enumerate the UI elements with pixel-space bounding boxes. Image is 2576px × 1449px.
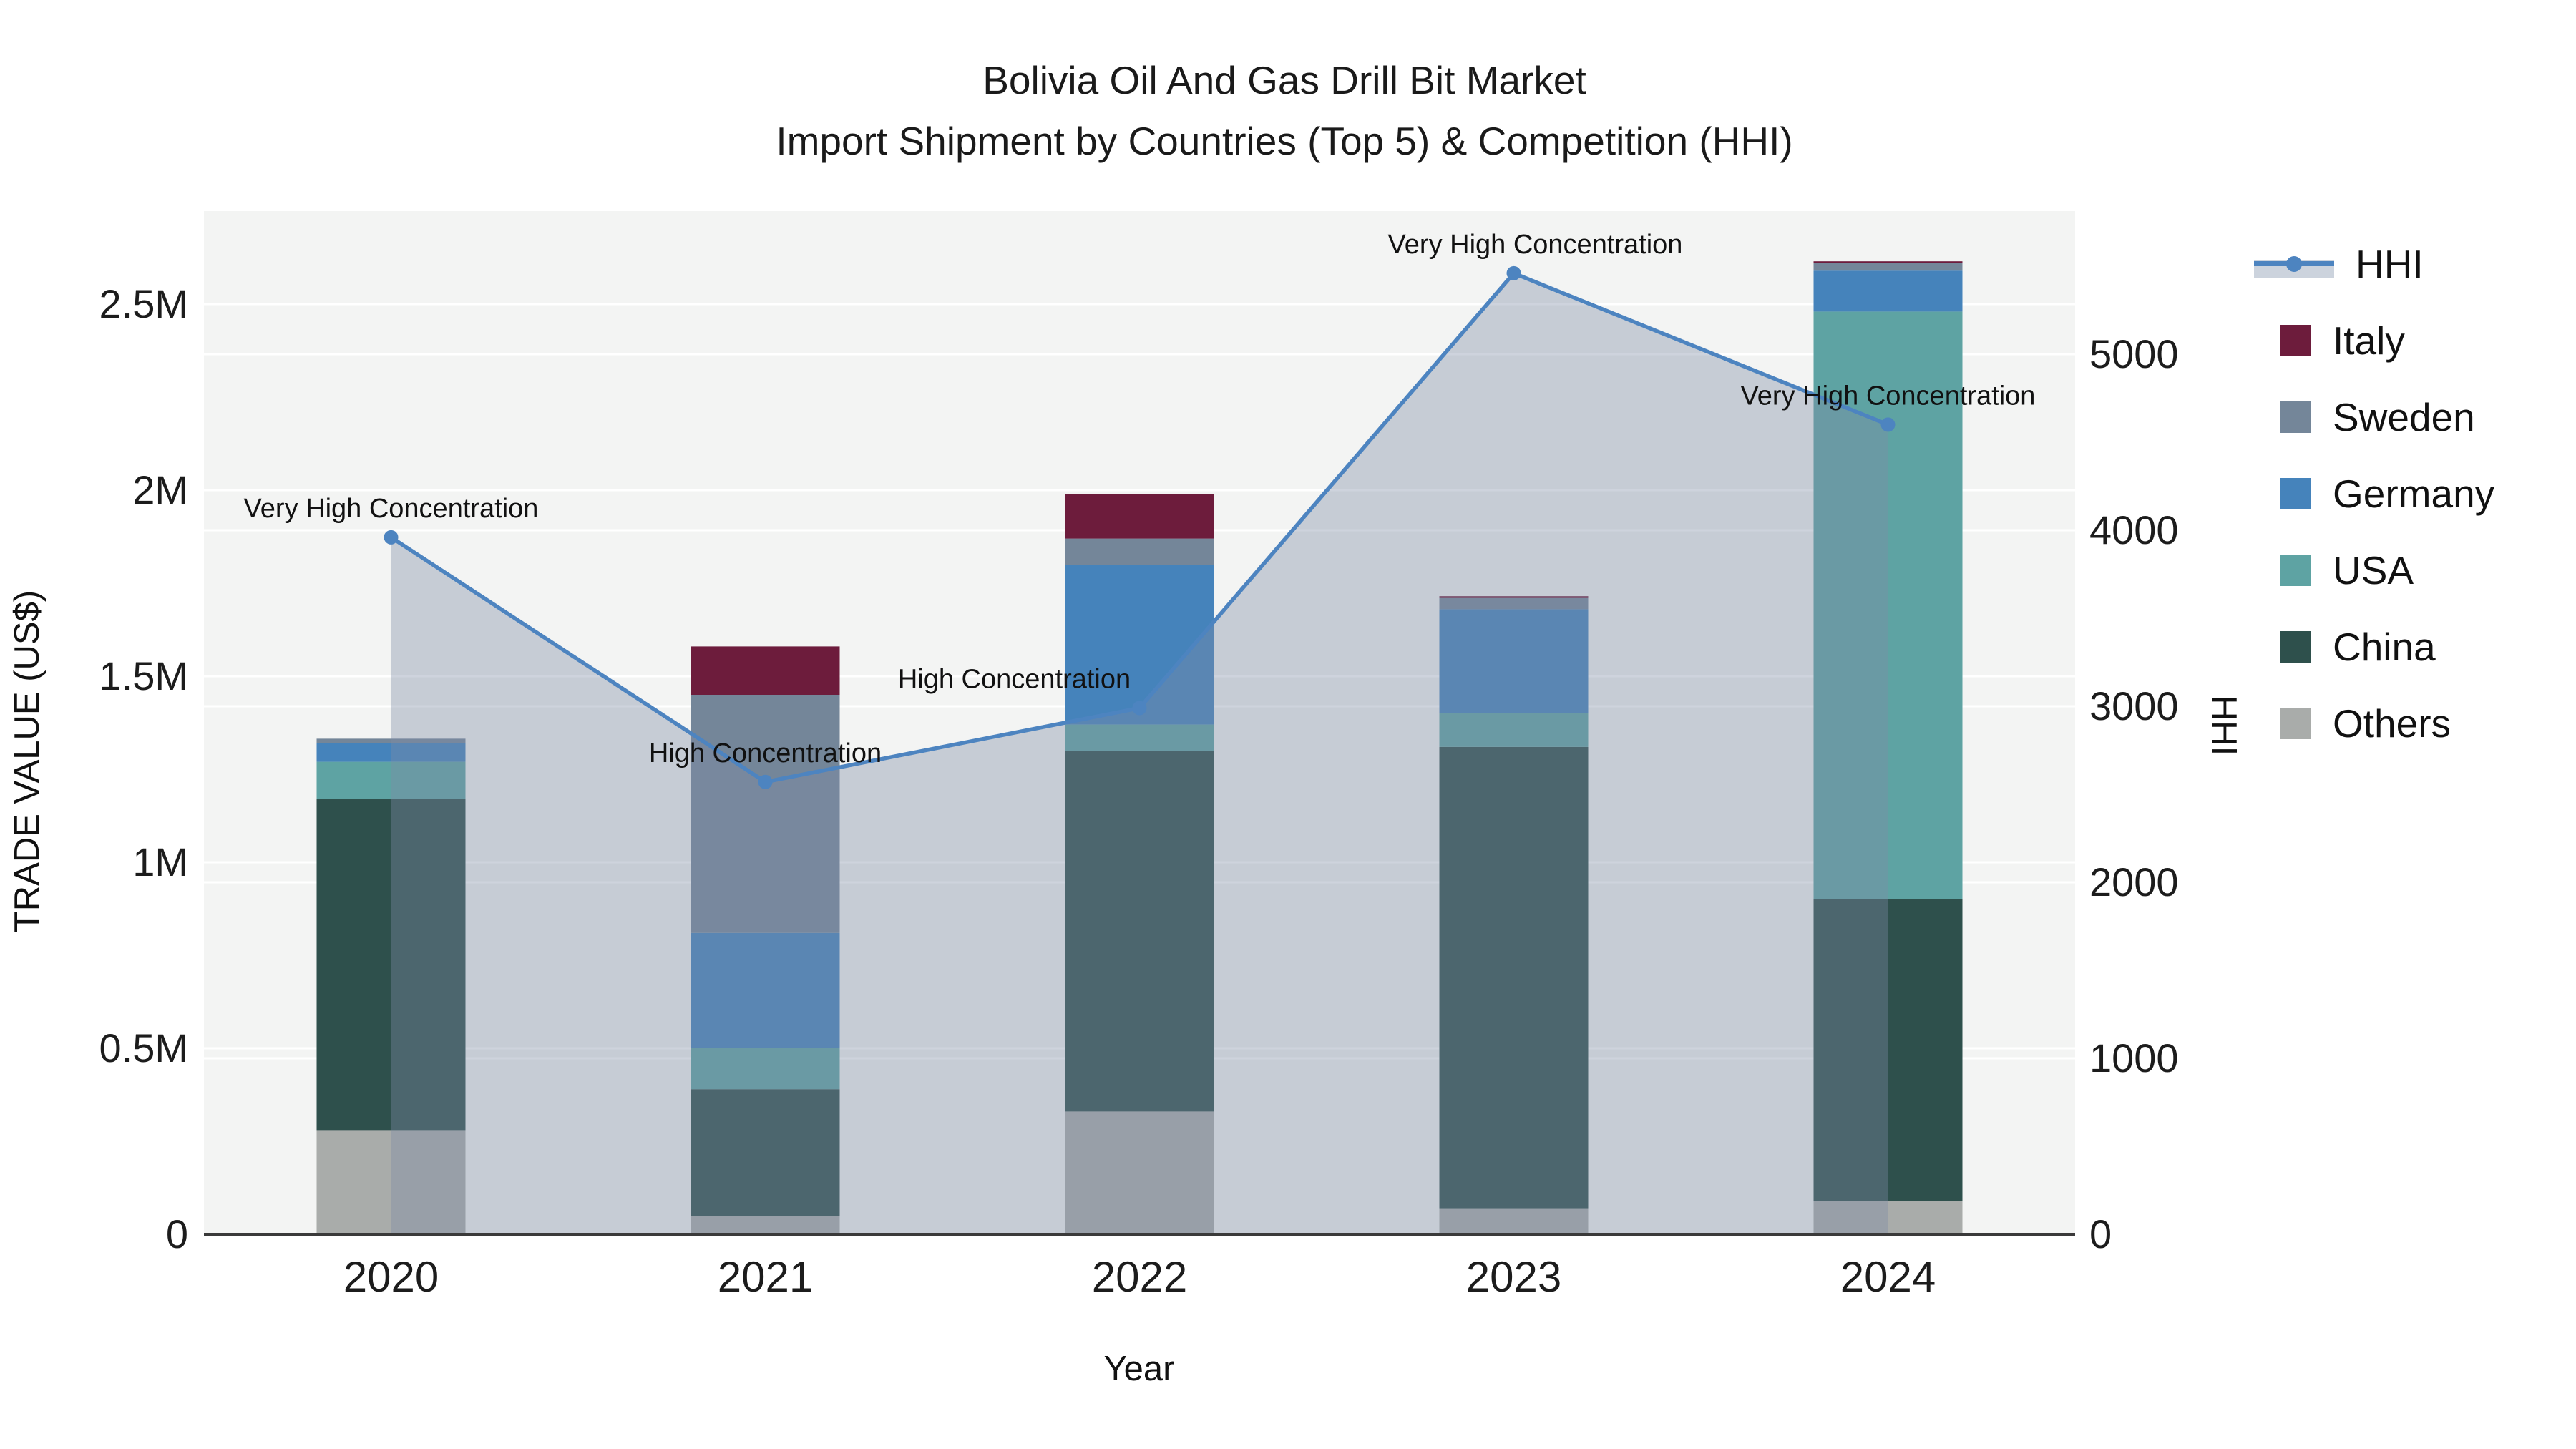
bar-segment-china-2023 bbox=[1439, 746, 1589, 1209]
bar-segment-germany-2024 bbox=[1813, 270, 1963, 312]
annotation-2022: High Concentration bbox=[898, 664, 1131, 694]
bar-segment-usa-2020 bbox=[316, 761, 466, 799]
left-tick-label: 2M bbox=[132, 467, 188, 512]
bar-segment-china-2022 bbox=[1065, 751, 1214, 1112]
x-axis-title: Year bbox=[1103, 1350, 1175, 1388]
right-tick-label: 2000 bbox=[2089, 859, 2179, 904]
left-tick-label: 1M bbox=[132, 839, 188, 884]
legend-label: USA bbox=[2333, 547, 2414, 592]
bar-segment-others-2020 bbox=[316, 1130, 466, 1234]
bar-segment-others-2023 bbox=[1439, 1208, 1589, 1234]
left-axis-title: TRADE VALUE (US$) bbox=[8, 590, 47, 933]
legend-label: China bbox=[2333, 624, 2436, 669]
right-tick-label: 4000 bbox=[2089, 507, 2179, 552]
legend-item-germany: Germany bbox=[2254, 455, 2494, 532]
bar-segment-italy-2023 bbox=[1439, 596, 1589, 598]
hhi-marker-2020 bbox=[384, 530, 399, 545]
legend-item-others: Others bbox=[2254, 685, 2494, 761]
bar-segment-others-2021 bbox=[691, 1216, 840, 1234]
bar-segment-italy-2022 bbox=[1065, 494, 1214, 539]
right-tick-label: 0 bbox=[2089, 1211, 2112, 1257]
bar-segment-italy-2021 bbox=[691, 646, 840, 695]
hhi-marker-2024 bbox=[1880, 417, 1896, 432]
usa-color-swatch-icon bbox=[2280, 554, 2311, 586]
chart-title-line1: Bolivia Oil And Gas Drill Bit Market bbox=[982, 58, 1586, 102]
annotation-2020: Very High Concentration bbox=[244, 494, 539, 524]
legend: HHI Italy Sweden Germany USA China Other… bbox=[2254, 225, 2494, 761]
legend-label: Others bbox=[2333, 701, 2451, 746]
left-tick-label: 0.5M bbox=[99, 1025, 189, 1070]
bar-segment-usa-2021 bbox=[691, 1048, 840, 1090]
x-tick-label-2020: 2020 bbox=[343, 1253, 439, 1301]
x-tick-label-2023: 2023 bbox=[1466, 1253, 1561, 1301]
left-tick-label: 1.5M bbox=[99, 653, 189, 698]
hhi-line-swatch-icon bbox=[2254, 248, 2334, 280]
annotation-2021: High Concentration bbox=[649, 738, 882, 769]
left-tick-label: 2.5M bbox=[99, 281, 189, 326]
x-tick-label-2021: 2021 bbox=[718, 1253, 813, 1301]
bar-segment-usa-2022 bbox=[1065, 724, 1214, 751]
germany-color-swatch-icon bbox=[2280, 477, 2311, 509]
bar-segment-sweden-2022 bbox=[1065, 538, 1214, 565]
x-tick-label-2024: 2024 bbox=[1840, 1253, 1936, 1301]
right-axis-title: HHI bbox=[2205, 695, 2243, 756]
annotation-2023: Very High Concentration bbox=[1388, 230, 1683, 260]
legend-item-hhi: HHI bbox=[2254, 225, 2494, 302]
bar-segment-others-2022 bbox=[1065, 1111, 1214, 1234]
legend-item-china: China bbox=[2254, 608, 2494, 685]
right-tick-label: 5000 bbox=[2089, 331, 2179, 376]
bar-segment-china-2021 bbox=[691, 1089, 840, 1216]
annotation-2024: Very High Concentration bbox=[1741, 381, 2036, 411]
bar-segment-italy-2024 bbox=[1813, 261, 1963, 263]
bar-segment-sweden-2020 bbox=[316, 738, 466, 743]
china-color-swatch-icon bbox=[2280, 630, 2311, 663]
legend-item-italy: Italy bbox=[2254, 302, 2494, 379]
bar-segment-germany-2023 bbox=[1439, 609, 1589, 713]
bar-segment-china-2020 bbox=[316, 799, 466, 1131]
legend-label: Germany bbox=[2333, 471, 2495, 516]
legend-item-sweden: Sweden bbox=[2254, 379, 2494, 455]
hhi-area-fill bbox=[391, 273, 1888, 1234]
left-tick-label: 0 bbox=[166, 1211, 188, 1257]
chart-title: Bolivia Oil And Gas Drill Bit Market Imp… bbox=[0, 50, 2569, 172]
legend-label: HHI bbox=[2356, 241, 2424, 286]
right-tick-label: 1000 bbox=[2089, 1035, 2179, 1080]
bar-segment-germany-2022 bbox=[1065, 565, 1214, 725]
hhi-marker-2023 bbox=[1506, 265, 1521, 280]
bar-segment-usa-2023 bbox=[1439, 713, 1589, 747]
legend-label: Sweden bbox=[2333, 394, 2475, 439]
sweden-color-swatch-icon bbox=[2280, 401, 2311, 433]
others-color-swatch-icon bbox=[2280, 707, 2311, 739]
hhi-marker-2021 bbox=[758, 774, 773, 789]
bar-segment-others-2024 bbox=[1813, 1201, 1963, 1234]
italy-color-swatch-icon bbox=[2280, 324, 2311, 356]
bar-segment-germany-2021 bbox=[691, 932, 840, 1048]
bar-segment-germany-2020 bbox=[316, 743, 466, 762]
bar-segment-sweden-2024 bbox=[1813, 263, 1963, 271]
hhi-marker-2022 bbox=[1132, 701, 1147, 716]
legend-item-usa: USA bbox=[2254, 532, 2494, 608]
chart-title-line2: Import Shipment by Countries (Top 5) & C… bbox=[776, 119, 1793, 164]
x-tick-label-2022: 2022 bbox=[1092, 1253, 1187, 1301]
bar-segment-sweden-2021 bbox=[691, 695, 840, 933]
bar-segment-china-2024 bbox=[1813, 899, 1963, 1201]
right-tick-label: 3000 bbox=[2089, 683, 2179, 728]
bar-segment-sweden-2023 bbox=[1439, 597, 1589, 610]
legend-label: Italy bbox=[2333, 318, 2405, 363]
bar-segment-usa-2024 bbox=[1813, 311, 1963, 899]
